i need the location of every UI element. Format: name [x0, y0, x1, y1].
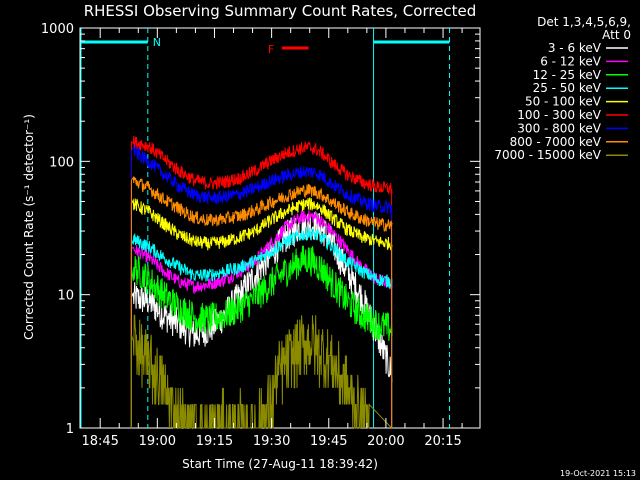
y-tick-label: 10	[57, 289, 74, 304]
y-tick-label: 100	[49, 155, 74, 170]
x-tick-label: 20:15	[424, 434, 461, 449]
series-line-6	[130, 135, 393, 428]
legend-label: 7000 - 15000 keV	[494, 148, 601, 162]
x-tick-label: 18:45	[81, 434, 118, 449]
series-line-5	[130, 197, 393, 428]
y-tick-label: 1000	[41, 22, 74, 37]
series-line-3	[130, 245, 393, 428]
plot-frame	[79, 27, 481, 429]
legend-label: 50 - 100 keV	[525, 95, 602, 109]
y-tick-label: 1	[66, 422, 74, 437]
legend-label: 25 - 50 keV	[533, 81, 602, 95]
night-label: N	[153, 36, 161, 49]
x-axis-label: Start Time (27-Aug-11 18:39:42)	[182, 457, 378, 471]
series-line-7	[130, 144, 393, 428]
x-tick-label: 19:30	[253, 434, 290, 449]
chart-title: RHESSI Observing Summary Count Rates, Co…	[84, 2, 477, 20]
y-axis-label: Corrected Count Rate (s⁻¹ detector⁻¹)	[22, 114, 36, 340]
legend-label: 3 - 6 keV	[548, 41, 602, 55]
legend-label: 6 - 12 keV	[540, 54, 602, 68]
y-axis-label-text: Corrected Count Rate (s⁻¹ detector⁻¹)	[22, 114, 36, 340]
series-line-9	[130, 314, 392, 429]
series-layer	[130, 135, 393, 429]
legend-label: 12 - 25 keV	[533, 68, 602, 82]
legend-label: 800 - 7000 keV	[510, 135, 602, 149]
legend-label: 300 - 800 keV	[517, 121, 601, 135]
x-tick-label: 19:00	[139, 434, 176, 449]
legend-label: 100 - 300 keV	[517, 108, 601, 122]
x-tick-label: 20:00	[367, 434, 404, 449]
legend-detector-info-line2: Att 0	[602, 28, 631, 42]
series-line-4	[130, 226, 393, 428]
legend-detector-info-line1: Det 1,3,4,5,6,9,	[537, 15, 631, 29]
series-line-8	[130, 176, 393, 428]
annotation-layer: NF	[80, 28, 451, 428]
x-tick-label: 19:45	[310, 434, 347, 449]
x-tick-label: 19:15	[196, 434, 233, 449]
flare-label: F	[268, 43, 274, 56]
timestamp: 19-Oct-2021 15:13	[560, 469, 636, 478]
tick-layer: 1 10 100 1000 18:45 19:00 19:15 19:30 19:45 20:00…	[41, 22, 480, 449]
